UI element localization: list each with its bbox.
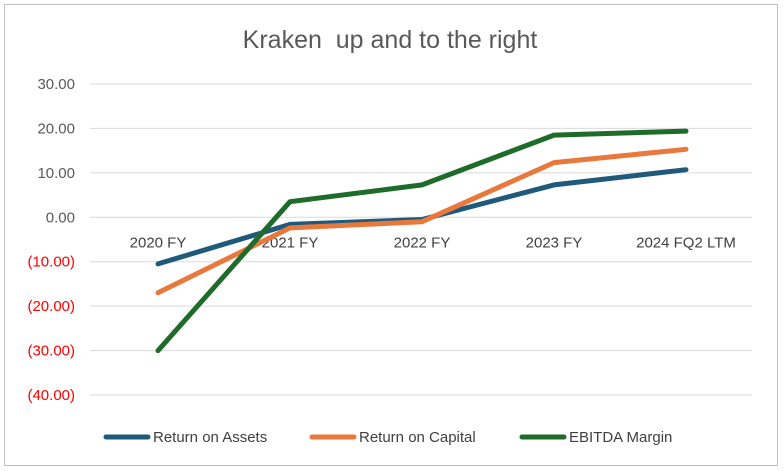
x-category-label: 2020 FY: [130, 234, 187, 251]
legend: Return on Assets Return on Capital EBITDA …: [103, 429, 672, 446]
y-axis-tick-labels: 30.00 20.00 10.00 0.00 (10.00) (20.00) (30.00)…: [27, 76, 75, 404]
y-tick-label: 30.00: [37, 76, 75, 93]
y-tick-label: 10.00: [37, 165, 75, 182]
legend-label: Return on Capital: [359, 429, 476, 446]
y-tick-label: 20.00: [37, 120, 75, 137]
y-tick-label: (10.00): [27, 254, 75, 271]
x-axis-category-labels: 2020 FY 2021 FY 2022 FY 2023 FY 2024 FQ2 LTM: [130, 234, 736, 251]
legend-label: Return on Assets: [153, 429, 267, 446]
y-tick-label: (30.00): [27, 343, 75, 360]
series-lines: [155, 128, 689, 354]
x-category-label: 2024 FQ2 LTM: [636, 234, 736, 251]
x-category-label: 2023 FY: [526, 234, 583, 251]
y-tick-label: (40.00): [27, 387, 75, 404]
chart-title: Kraken up and to the right: [243, 26, 538, 54]
legend-label: EBITDA Margin: [569, 429, 672, 446]
x-category-label: 2021 FY: [262, 234, 319, 251]
y-tick-label: (20.00): [27, 298, 75, 315]
gridlines: [90, 83, 752, 396]
series-line-1: [155, 146, 689, 296]
chart-frame: [4, 4, 778, 466]
y-tick-label: 0.00: [46, 209, 75, 226]
series-line-2: [155, 128, 689, 354]
x-category-label: 2022 FY: [394, 234, 451, 251]
